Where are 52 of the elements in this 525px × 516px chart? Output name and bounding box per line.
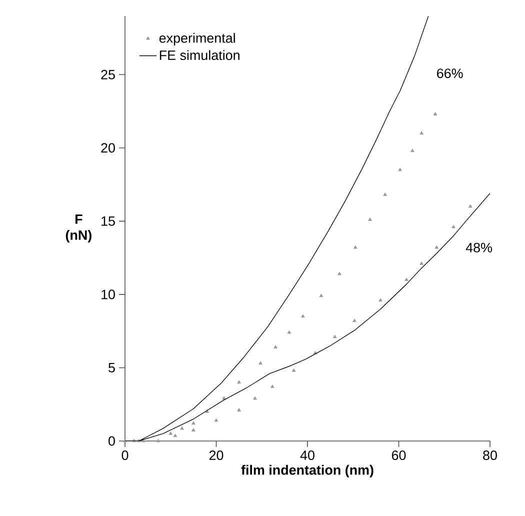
point <box>338 272 342 276</box>
point <box>410 148 414 152</box>
annotation: 66% <box>437 68 463 78</box>
point <box>192 421 196 425</box>
point <box>468 204 472 208</box>
point <box>258 361 262 365</box>
point <box>353 245 358 249</box>
y-tick-label: 10 <box>102 290 115 300</box>
point <box>222 396 226 400</box>
y-tick-label: 15 <box>102 216 115 226</box>
point <box>180 426 184 430</box>
point <box>301 314 305 318</box>
x-tick-label: 60 <box>392 450 406 460</box>
point <box>292 368 296 372</box>
point <box>168 431 173 435</box>
point <box>253 396 257 400</box>
point <box>378 298 382 302</box>
point <box>404 278 408 281</box>
point <box>237 380 241 384</box>
legend-label: FE simulation <box>160 50 240 60</box>
x-tick-label: 40 <box>300 450 314 460</box>
point <box>156 438 160 442</box>
point <box>434 245 439 249</box>
point <box>141 438 146 442</box>
point <box>270 384 274 388</box>
y-tick-label: 25 <box>101 70 115 80</box>
point <box>398 168 402 172</box>
x-tick-label: 0 <box>122 450 128 460</box>
point <box>433 112 438 116</box>
x-tick-label: 20 <box>209 450 224 460</box>
point <box>420 261 424 265</box>
point <box>368 218 372 221</box>
point <box>173 434 178 438</box>
y-tick-label: 20 <box>101 143 115 153</box>
annotation: 48% <box>466 242 492 252</box>
point <box>420 131 424 134</box>
point <box>352 318 356 322</box>
point <box>192 428 196 432</box>
point <box>319 294 324 298</box>
point <box>237 408 241 412</box>
point <box>287 330 292 334</box>
y-axis-title: F (nN) <box>66 214 92 242</box>
legend-label: experimental <box>159 32 235 46</box>
y-tick-label: 0 <box>108 436 115 446</box>
point <box>332 334 337 338</box>
x-tick-label: 80 <box>483 450 497 460</box>
y-tick-label: 5 <box>108 363 115 372</box>
point <box>383 192 387 196</box>
x-axis-title: film indentation (nm) <box>241 464 374 478</box>
point <box>452 224 456 228</box>
point <box>274 345 278 348</box>
point <box>214 418 218 422</box>
